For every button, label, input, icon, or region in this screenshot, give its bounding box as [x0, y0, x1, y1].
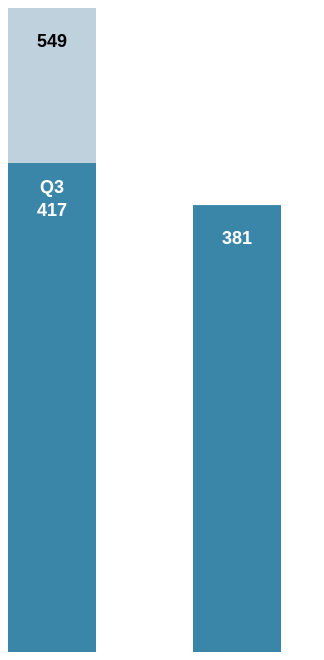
bar-value-label-0-1: 381 — [222, 228, 252, 248]
bar-value-label-0-0: 417 — [37, 200, 67, 220]
bar-q3-0 — [8, 162, 96, 652]
labels-layer: Q3 417 549 381 — [37, 31, 252, 248]
bar-q3-1 — [193, 205, 281, 652]
bar-series-label-0: Q3 — [40, 177, 64, 197]
bars-layer — [8, 8, 281, 652]
bar-value-label-1-0: 549 — [37, 31, 67, 51]
bar-remainder-0 — [8, 8, 96, 163]
